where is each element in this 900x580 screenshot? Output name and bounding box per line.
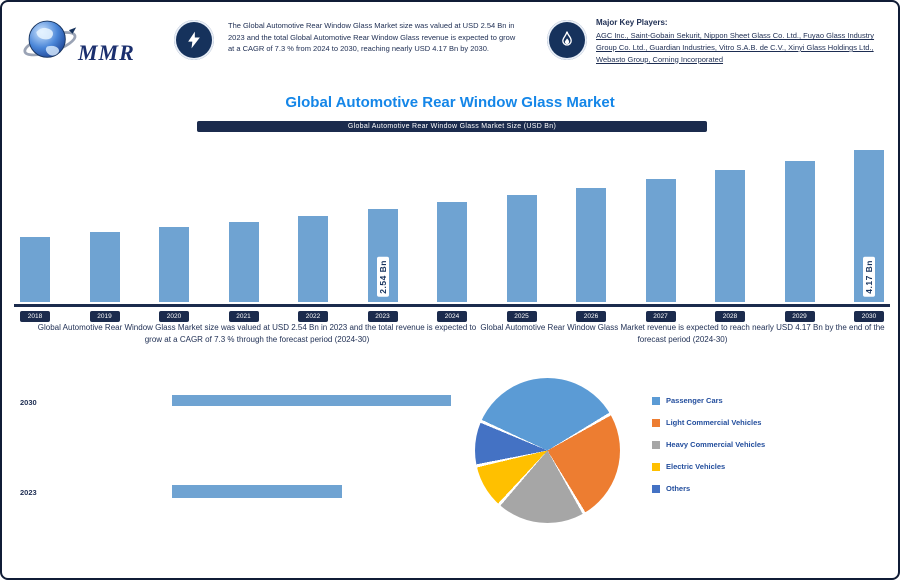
bar-2021 — [228, 222, 259, 302]
bar-2029 — [784, 161, 815, 302]
legend-label: Passenger Cars — [666, 396, 723, 405]
bar-value-label: 4.17 Bn — [863, 257, 875, 297]
brand-logo-text: MMR — [78, 40, 135, 65]
chart-header-bar: Global Automotive Rear Window Glass Mark… — [197, 121, 707, 132]
axis-tick-2024: 2024 — [437, 311, 467, 322]
axis-tick-2023: 2023 — [367, 311, 398, 322]
legend-item: Others — [652, 484, 765, 493]
axis-tick-2030: 2030 — [854, 311, 884, 322]
hbar-2030 — [172, 395, 451, 406]
legend-item: Light Commercial Vehicles — [652, 418, 765, 427]
axis-tick-2026: 2026 — [576, 311, 606, 322]
axis-tick-2020: 2020 — [159, 311, 189, 322]
axis-tick-2018: 2018 — [20, 311, 50, 322]
lightning-icon — [174, 20, 214, 60]
caption-right: Global Automotive Rear Window Glass Mark… — [480, 323, 885, 344]
legend-swatch — [652, 418, 660, 427]
axis-tick-2019: 2019 — [89, 311, 120, 322]
key-players-block: Major Key Players: AGC Inc., Saint-Gobai… — [596, 17, 886, 65]
caption-left: Global Automotive Rear Window Glass Mark… — [37, 323, 477, 344]
bar-2027 — [645, 179, 676, 302]
axis-tick-2028: 2028 — [715, 311, 745, 322]
brand-logo: MMR — [20, 12, 170, 76]
bar-2019 — [89, 232, 120, 302]
bar-2020 — [159, 227, 189, 302]
x-axis-line — [14, 304, 890, 307]
bar-chart-ticks: 2018 2019 2020 2021 2022 2023 2024 2025 2026 2027… — [20, 311, 884, 322]
legend-label: Electric Vehicles — [666, 462, 726, 471]
bar-2023: 2.54 Bn — [367, 209, 398, 302]
legend-swatch — [652, 440, 660, 449]
legend-label: Heavy Commercial Vehicles — [666, 440, 766, 449]
bar-2024 — [437, 202, 467, 302]
axis-tick-2025: 2025 — [506, 311, 537, 322]
bar-2028 — [715, 170, 745, 302]
bar-value-label: 2.54 Bn — [376, 257, 389, 297]
legend-label: Others — [666, 484, 691, 493]
market-summary-text: The Global Automotive Rear Window Glass … — [228, 21, 516, 54]
pie-chart — [475, 378, 620, 523]
hbar-label-2030: 2030 — [20, 398, 37, 407]
legend-swatch — [652, 396, 660, 405]
globe-icon — [23, 20, 77, 58]
bar-chart: 2.54 Bn 4.17 Bn — [20, 142, 884, 302]
page-title: Global Automotive Rear Window Glass Mark… — [285, 94, 615, 111]
pie-legend: Passenger Cars Light Commercial Vehicles H… — [652, 396, 765, 493]
legend-swatch — [652, 484, 660, 493]
bar-2025 — [506, 195, 537, 302]
bar-2018 — [20, 237, 50, 302]
bar-2026 — [576, 188, 606, 302]
legend-item: Passenger Cars — [652, 396, 765, 405]
axis-tick-2029: 2029 — [784, 311, 815, 322]
bar-2030: 4.17 Bn — [854, 150, 884, 302]
key-players-list: AGC Inc., Saint-Gobain Sekurit, Nippon S… — [596, 31, 875, 64]
bar-2022 — [298, 216, 328, 302]
axis-tick-2027: 2027 — [645, 311, 676, 322]
axis-tick-2022: 2022 — [298, 311, 328, 322]
legend-swatch — [652, 462, 660, 471]
key-players-heading: Major Key Players: — [596, 18, 668, 27]
hbar-2023 — [172, 485, 342, 498]
legend-item: Electric Vehicles — [652, 462, 765, 471]
hbar-label-2023: 2023 — [20, 488, 37, 497]
legend-label: Light Commercial Vehicles — [666, 418, 762, 427]
axis-tick-2021: 2021 — [228, 311, 259, 322]
legend-item: Heavy Commercial Vehicles — [652, 440, 765, 449]
flame-icon — [547, 20, 587, 60]
